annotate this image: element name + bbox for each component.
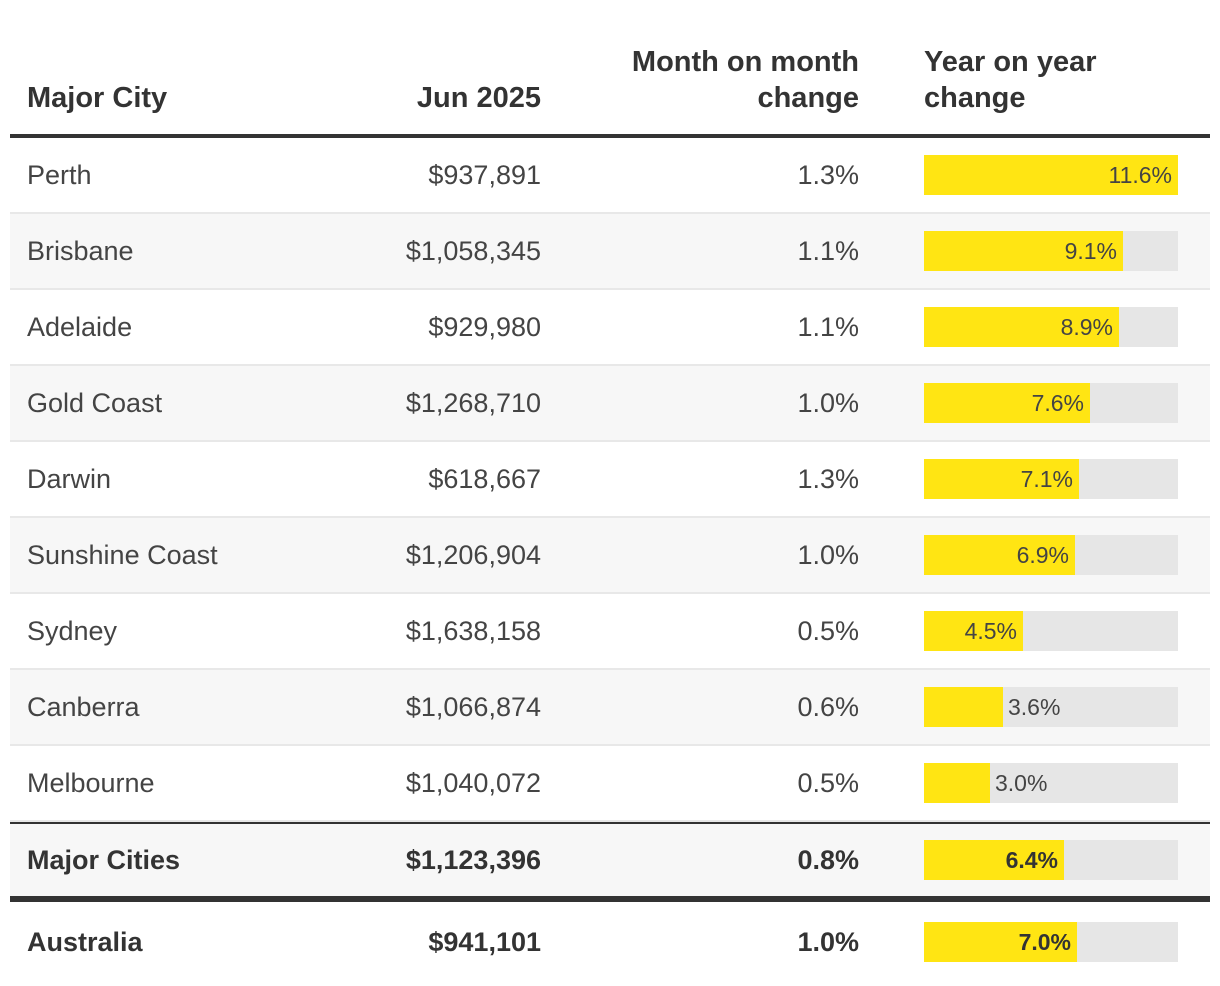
median-price: $618,667 [428, 463, 541, 494]
month-on-month-change: 1.3% [797, 463, 859, 494]
yoy-bar [924, 383, 1090, 423]
city-name: Melbourne [27, 767, 155, 798]
table-row: Perth $937,891 1.3% 11.6% [10, 138, 1210, 214]
yoy-bar-track: 7.0% [924, 922, 1178, 962]
table-row: Sydney $1,638,158 0.5% 4.5% [10, 594, 1210, 670]
yoy-bar-label: 7.0% [1018, 928, 1071, 955]
yoy-bar [924, 307, 1119, 347]
median-price: $929,980 [428, 311, 541, 342]
median-price: $941,101 [428, 926, 541, 957]
table-row: Darwin $618,667 1.3% 7.1% [10, 442, 1210, 518]
city-name: Brisbane [27, 235, 134, 266]
yoy-bar [924, 922, 1077, 962]
table-row: Major Cities $1,123,396 0.8% 6.4% [10, 822, 1210, 902]
yoy-bar-label: 9.1% [1064, 237, 1117, 264]
yoy-bar-label: 7.6% [1031, 389, 1084, 416]
yoy-bar-label: 7.1% [1020, 465, 1073, 492]
yoy-bar-track: 9.1% [924, 231, 1178, 271]
yoy-bar-track: 8.9% [924, 307, 1178, 347]
month-on-month-change: 0.5% [797, 615, 859, 646]
yoy-bar-track: 3.0% [924, 763, 1178, 803]
column-header-city: Major City [27, 82, 168, 114]
yoy-bar [924, 231, 1123, 271]
city-name: Adelaide [27, 311, 133, 342]
column-header-yoy-line2: change [924, 82, 1026, 114]
yoy-bar-label: 3.0% [995, 769, 1048, 796]
median-price: $1,268,710 [405, 387, 541, 418]
yoy-bar-track: 4.5% [924, 611, 1178, 651]
city-name: Perth [27, 159, 92, 190]
yoy-bar [924, 155, 1178, 195]
table-row: Adelaide $929,980 1.1% 8.9% [10, 290, 1210, 366]
yoy-bar-label: 11.6% [1108, 161, 1172, 188]
median-price: $1,123,396 [405, 844, 541, 875]
month-on-month-change: 1.0% [797, 387, 859, 418]
column-header-mom-line1: Month on month [631, 46, 859, 78]
month-on-month-change: 1.0% [797, 926, 859, 957]
yoy-bar-track: 6.4% [924, 840, 1178, 880]
yoy-bar [924, 611, 1023, 651]
column-header-mom-line2: change [757, 82, 859, 114]
table-header: Major City Jun 2025 Month on month chang… [10, 0, 1210, 138]
city-name: Major Cities [27, 844, 181, 875]
city-name: Darwin [27, 463, 112, 494]
yoy-bar-track: 7.1% [924, 459, 1178, 499]
yoy-bar [924, 840, 1064, 880]
yoy-bar-label: 6.9% [1016, 541, 1069, 568]
yoy-bar-label: 3.6% [1008, 693, 1061, 720]
column-header-price: Jun 2025 [416, 82, 541, 114]
yoy-bar-track: 6.9% [924, 535, 1178, 575]
yoy-bar-label: 6.4% [1005, 846, 1058, 873]
table-row: Melbourne $1,040,072 0.5% 3.0% [10, 746, 1210, 822]
month-on-month-change: 1.1% [797, 235, 859, 266]
city-name: Australia [27, 926, 143, 957]
month-on-month-change: 1.0% [797, 539, 859, 570]
yoy-bar-track: 3.6% [924, 687, 1178, 727]
median-price: $1,066,874 [405, 691, 541, 722]
table-row: Canberra $1,066,874 0.6% 3.6% [10, 670, 1210, 746]
table-row: Sunshine Coast $1,206,904 1.0% 6.9% [10, 518, 1210, 594]
table-row: Australia $941,101 1.0% 7.0% [10, 902, 1210, 982]
yoy-bar-label: 4.5% [964, 617, 1017, 644]
yoy-bar-label: 8.9% [1060, 313, 1113, 340]
month-on-month-change: 1.3% [797, 159, 859, 190]
month-on-month-change: 0.8% [797, 844, 859, 875]
median-price: $937,891 [428, 159, 541, 190]
column-header-yoy-line1: Year on year [924, 46, 1097, 78]
table-row: Gold Coast $1,268,710 1.0% 7.6% [10, 366, 1210, 442]
city-name: Sydney [27, 615, 118, 646]
month-on-month-change: 1.1% [797, 311, 859, 342]
median-price: $1,040,072 [405, 767, 541, 798]
city-name: Sunshine Coast [27, 539, 218, 570]
yoy-bar [924, 763, 990, 803]
month-on-month-change: 0.5% [797, 767, 859, 798]
yoy-bar [924, 459, 1079, 499]
table-row: Brisbane $1,058,345 1.1% 9.1% [10, 214, 1210, 290]
city-name: Canberra [27, 691, 140, 722]
median-price: $1,206,904 [405, 539, 541, 570]
table-body: Perth $937,891 1.3% 11.6% Brisbane $1,058,345… [10, 138, 1210, 982]
yoy-bar [924, 687, 1003, 727]
median-price: $1,638,158 [405, 615, 541, 646]
column-header-month-on-month: Month on month change [570, 44, 859, 116]
city-name: Gold Coast [27, 387, 163, 418]
month-on-month-change: 0.6% [797, 691, 859, 722]
column-header-year-on-year: Year on year change [924, 44, 1144, 116]
price-change-table: Major City Jun 2025 Month on month chang… [10, 0, 1210, 982]
yoy-bar [924, 535, 1075, 575]
yoy-bar-track: 11.6% [924, 155, 1178, 195]
median-price: $1,058,345 [405, 235, 541, 266]
yoy-bar-track: 7.6% [924, 383, 1178, 423]
